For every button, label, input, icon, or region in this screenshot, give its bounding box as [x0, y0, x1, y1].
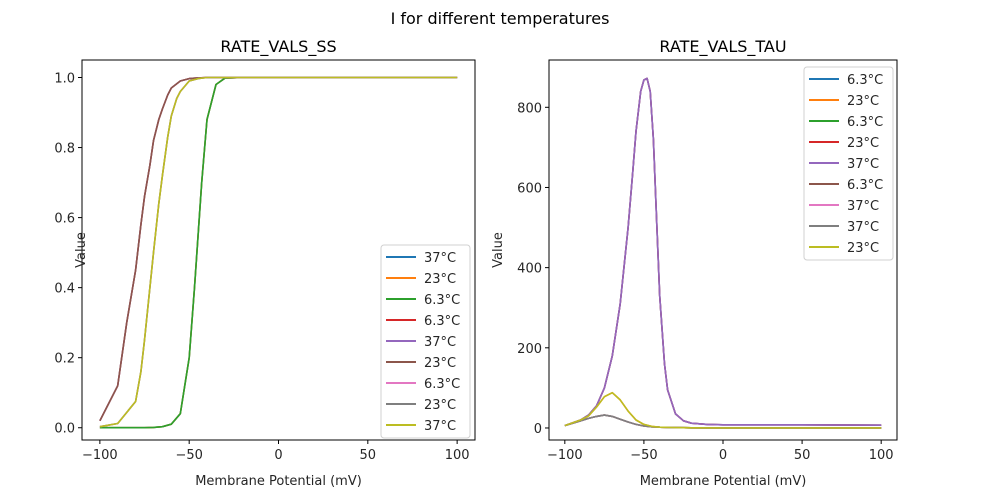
series-group [99, 76, 458, 429]
legend-item: 37°C [386, 251, 456, 266]
y-tick-label: 0.2 [54, 352, 75, 367]
legend-frame [380, 244, 471, 439]
y-tick-label: 800 [517, 101, 542, 116]
x-tick-label: 0 [719, 448, 727, 463]
legend-item: 23°C [809, 136, 879, 151]
legend-label: 6.3°C [424, 377, 460, 392]
legend-label: 23°C [424, 398, 456, 413]
y-tick-label: 0.6 [54, 212, 75, 227]
legend-label: 6.3°C [424, 293, 460, 308]
y-tick-label: 0.4 [54, 282, 75, 297]
x-tick-label: −100 [547, 448, 583, 463]
y-axis-label: Value [74, 232, 89, 268]
legend-item: 23°C [386, 272, 456, 287]
y-tick-label: 0.0 [54, 422, 75, 437]
legend-label: 6.3°C [424, 314, 460, 329]
legend-label: 23°C [424, 356, 456, 371]
series-line-4 [564, 77, 882, 427]
legend-label: 6.3°C [847, 115, 883, 130]
legend-label: 23°C [847, 94, 879, 109]
x-tick-label: −50 [175, 448, 202, 463]
legend-label: 37°C [847, 199, 879, 214]
series-group [564, 77, 882, 429]
legend-item: 23°C [386, 398, 456, 413]
y-tick-label: 400 [517, 262, 542, 277]
x-axis-label: Membrane Potential (mV) [195, 474, 362, 489]
y-tick-label: 0 [534, 422, 542, 437]
y-tick-label: 200 [517, 342, 542, 357]
y-tick-label: 0.8 [54, 142, 75, 157]
legend-label: 23°C [847, 136, 879, 151]
legend-item: 23°C [809, 241, 879, 256]
subplot-rate-vals-tau: RATE_VALS_TAU −100 −50 0 50 100 0 200 400 600 800 M… [491, 37, 898, 489]
legend-frame [803, 66, 894, 261]
x-tick-label: −50 [630, 448, 657, 463]
legend-item: 37°C [386, 419, 456, 434]
legend-item: 6.3°C [809, 73, 883, 88]
legend-label: 6.3°C [847, 73, 883, 88]
legend-label: 37°C [847, 157, 879, 172]
x-tick-label: 50 [360, 448, 377, 463]
legend: 37°C 23°C 6.3°C 6.3°C 37°C 23°C 6.3°C 23°C 37°C [380, 244, 471, 439]
legend-label: 37°C [424, 419, 456, 434]
figure-suptitle: I for different temperatures [391, 9, 610, 28]
y-tick-label: 600 [517, 181, 542, 196]
x-tick-label: −100 [82, 448, 118, 463]
legend-item: 37°C [809, 157, 879, 172]
legend-label: 6.3°C [847, 178, 883, 193]
legend-item: 23°C [809, 94, 879, 109]
series-line-8 [564, 391, 882, 429]
x-tick-label: 100 [869, 448, 894, 463]
legend-item: 6.3°C [809, 178, 883, 193]
y-tick-label: 1.0 [54, 72, 75, 87]
legend-item: 6.3°C [386, 377, 460, 392]
series-line-8 [99, 76, 458, 428]
legend-item: 37°C [386, 335, 456, 350]
x-tick-label: 0 [274, 448, 282, 463]
x-tick-label: 50 [794, 448, 811, 463]
legend-label: 37°C [424, 251, 456, 266]
x-axis-label: Membrane Potential (mV) [640, 474, 807, 489]
legend-item: 37°C [809, 199, 879, 214]
y-axis-label: Value [491, 232, 506, 268]
legend-item: 6.3°C [386, 314, 460, 329]
legend-label: 23°C [424, 272, 456, 287]
legend-label: 23°C [847, 241, 879, 256]
subplot-title: RATE_VALS_SS [220, 37, 336, 57]
legend-item: 23°C [386, 356, 456, 371]
legend-item: 6.3°C [386, 293, 460, 308]
x-tick-label: 100 [445, 448, 470, 463]
subplot-title: RATE_VALS_TAU [659, 37, 786, 57]
legend-item: 37°C [809, 220, 879, 235]
subplot-rate-vals-ss: RATE_VALS_SS −100 −50 0 50 100 0.0 0.2 0.4 0.6 0.8… [54, 37, 476, 489]
legend-label: 37°C [847, 220, 879, 235]
legend: 6.3°C 23°C 6.3°C 23°C 37°C 6.3°C 37°C 37°C 23°C [803, 66, 894, 261]
legend-label: 37°C [424, 335, 456, 350]
legend-item: 6.3°C [809, 115, 883, 130]
